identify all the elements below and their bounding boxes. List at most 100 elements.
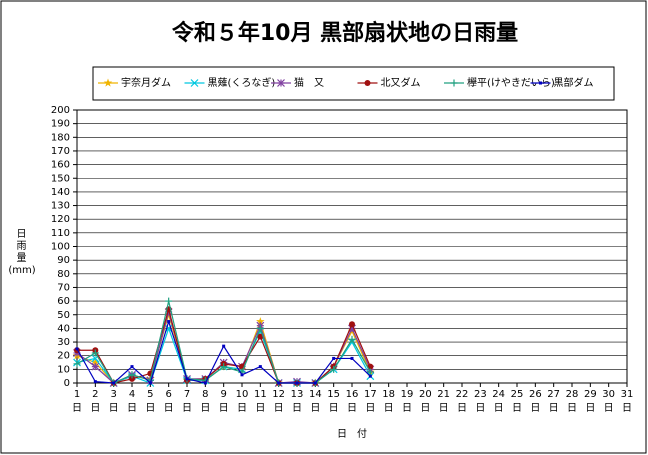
marker	[165, 297, 173, 305]
x-tick-unit: 日	[604, 403, 614, 414]
marker	[185, 377, 189, 381]
marker	[368, 374, 372, 378]
x-tick-unit: 日	[420, 403, 430, 414]
x-tick-label: 15	[327, 389, 340, 400]
marker	[91, 362, 100, 371]
x-tick-unit: 日	[182, 403, 192, 414]
marker	[295, 381, 299, 385]
x-tick-label: 26	[529, 389, 542, 400]
marker	[128, 371, 136, 379]
y-tick-label: 50	[57, 310, 70, 321]
x-tick-unit: 日	[549, 403, 559, 414]
x-tick-unit: 日	[329, 403, 339, 414]
x-tick-unit: 日	[530, 403, 540, 414]
y-tick-label: 120	[51, 214, 70, 225]
marker	[539, 81, 542, 85]
marker	[103, 78, 113, 87]
marker	[256, 324, 264, 332]
x-tick-unit: 日	[585, 403, 595, 414]
marker	[332, 356, 336, 360]
x-tick-label: 17	[364, 389, 377, 400]
x-tick-unit: 日	[622, 403, 632, 414]
x-tick-label: 18	[382, 389, 395, 400]
y-tick-label: 0	[64, 378, 70, 389]
x-tick-label: 23	[474, 389, 487, 400]
marker-star	[103, 78, 113, 87]
y-tick-label: 150	[51, 173, 70, 184]
y-tick-label: 170	[51, 146, 70, 157]
y-tick-label: 100	[51, 242, 70, 253]
x-tick-unit: 日	[439, 403, 449, 414]
x-tick-label: 21	[437, 389, 450, 400]
marker-dot	[93, 380, 97, 384]
x-tick-label: 20	[419, 389, 432, 400]
marker-dot	[295, 381, 299, 385]
x-tick-unit: 日	[72, 403, 82, 414]
x-tick-label: 13	[291, 389, 304, 400]
y-tick-label: 130	[51, 201, 70, 212]
marker	[130, 365, 134, 369]
x-tick-unit: 日	[90, 403, 100, 414]
marker	[190, 79, 199, 87]
marker-dot	[112, 381, 116, 385]
y-tick-label: 90	[57, 255, 70, 266]
marker-dot	[222, 344, 226, 348]
marker	[349, 321, 355, 328]
legend-label: 猫 又	[294, 76, 324, 89]
x-tick-unit: 日	[292, 403, 302, 414]
x-tick-label: 22	[456, 389, 469, 400]
marker	[277, 381, 281, 385]
y-tick-label: 40	[57, 323, 70, 334]
x-tick-unit: 日	[255, 403, 265, 414]
y-tick-label: 10	[57, 364, 70, 375]
x-tick-label: 19	[401, 389, 414, 400]
marker	[257, 333, 264, 340]
y-tick-label: 200	[51, 105, 70, 116]
legend-label: 黒薙(くろなぎ)	[208, 76, 276, 89]
marker	[91, 349, 99, 357]
marker	[148, 381, 152, 385]
marker	[350, 356, 354, 360]
marker-star	[256, 317, 265, 326]
x-tick-label: 25	[511, 389, 524, 400]
marker	[93, 380, 97, 384]
marker	[313, 381, 317, 385]
x-tick-label: 5	[147, 389, 153, 400]
marker-dot	[368, 374, 372, 378]
marker	[129, 375, 135, 382]
y-axis-unit: (mm)	[8, 265, 35, 276]
x-tick-label: 7	[184, 389, 190, 400]
x-tick-label: 2	[92, 389, 98, 400]
legend-box	[92, 66, 615, 101]
y-tick-label: 110	[51, 228, 70, 239]
legend-label: 北又ダム	[381, 76, 421, 89]
marker	[367, 363, 374, 370]
marker-dot	[203, 381, 207, 385]
legend-label: 宇奈月ダム	[121, 76, 171, 89]
marker-dot	[349, 321, 355, 328]
marker	[366, 368, 374, 376]
y-tick-label: 180	[51, 132, 70, 143]
x-tick-label: 12	[272, 389, 285, 400]
marker	[450, 79, 458, 87]
y-tick-label: 60	[57, 296, 70, 307]
legend-label: 黒部ダム	[554, 76, 594, 89]
marker	[167, 320, 171, 324]
marker	[91, 358, 100, 367]
x-tick-unit: 日	[475, 403, 485, 414]
x-tick-unit: 日	[274, 403, 284, 414]
marker-dot	[185, 377, 189, 381]
marker-dot	[313, 381, 317, 385]
x-tick-unit: 日	[127, 403, 137, 414]
x-tick-label: 27	[547, 389, 560, 400]
x-tick-unit: 日	[457, 403, 467, 414]
marker-dot	[167, 320, 171, 324]
x-tick-unit: 日	[347, 403, 357, 414]
y-tick-label: 30	[57, 337, 70, 348]
x-tick-unit: 日	[310, 403, 320, 414]
marker-dot	[240, 373, 244, 377]
x-tick-label: 30	[602, 389, 615, 400]
x-tick-unit: 日	[237, 403, 247, 414]
marker	[348, 335, 356, 343]
x-tick-unit: 日	[567, 403, 577, 414]
